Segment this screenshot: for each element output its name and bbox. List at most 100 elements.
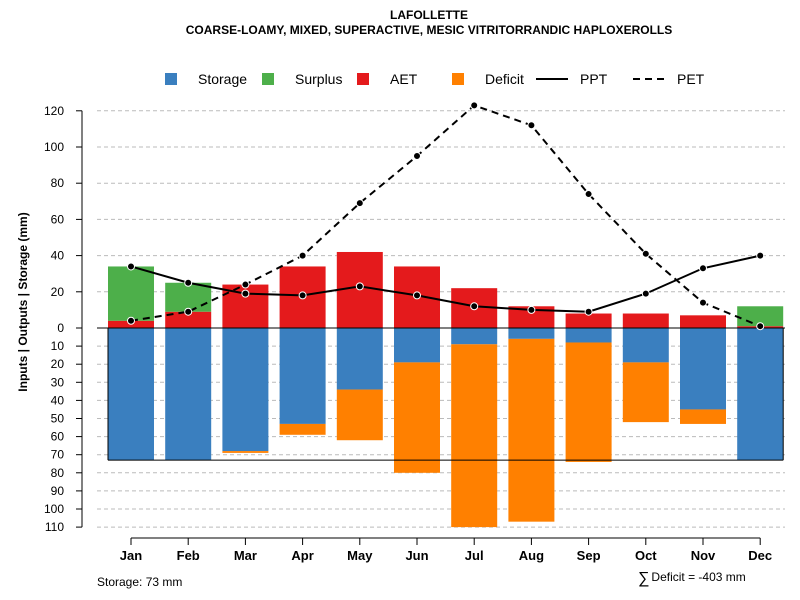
y-upper-20-label: 20: [51, 285, 65, 299]
x-label-feb: Feb: [177, 548, 200, 563]
storage-bar-sep: [565, 328, 612, 343]
pet-point-apr: [298, 251, 307, 260]
aet-bar-oct: [622, 313, 669, 328]
y-lower-30-label: 30: [51, 375, 65, 389]
pet-point-sep: [584, 190, 593, 199]
y-lower-70-label: 70: [51, 448, 65, 462]
sigma-icon: ∑: [638, 570, 650, 587]
ppt-point-oct: [641, 289, 650, 298]
ppt-point-jun: [413, 291, 421, 300]
ppt-point-aug: [527, 305, 536, 314]
storage-bar-jul: [451, 328, 498, 345]
deficit-bar-oct: [622, 362, 669, 423]
x-label-aug: Aug: [519, 548, 544, 563]
legend-deficit-label: Deficit: [485, 71, 524, 87]
y-upper-40-label: 40: [51, 249, 65, 263]
storage-bar-feb: [165, 328, 212, 461]
y-lower-60-label: 60: [51, 430, 65, 444]
x-label-jun: Jun: [405, 548, 428, 563]
y-lower-50-label: 50: [51, 412, 65, 426]
chart-title-block: LAFOLLETTE COARSE-LOAMY, MIXED, SUPERACT…: [0, 8, 800, 38]
legend-pet-label: PET: [677, 71, 705, 87]
pet-point-may: [355, 199, 364, 208]
legend: Storage Surplus AET Deficit PPT PET: [165, 71, 705, 87]
storage-bar-dec: [737, 328, 784, 461]
pet-point-oct: [641, 249, 650, 258]
storage-bar-may: [336, 328, 383, 390]
aet-bar-nov: [680, 315, 726, 328]
y-upper-100-label: 100: [44, 140, 64, 154]
legend-ppt-label: PPT: [580, 71, 608, 87]
deficit-note-text: Deficit = -403 mm: [651, 570, 746, 584]
pet-point-nov: [699, 298, 707, 307]
ppt-point-jul: [470, 302, 479, 311]
x-label-oct: Oct: [635, 548, 657, 563]
legend-storage-swatch: [165, 73, 177, 85]
pet-point-jun: [413, 152, 421, 161]
legend-surplus-swatch: [262, 73, 274, 85]
y-upper-0-label: 0: [57, 321, 64, 335]
y-lower-10-label: 10: [51, 339, 65, 353]
gridlines: [97, 110, 785, 528]
x-label-jan: Jan: [120, 548, 142, 563]
deficit-bar-aug: [508, 338, 555, 522]
storage-note: Storage: 73 mm: [97, 575, 183, 589]
aet-bar-feb: [165, 311, 212, 328]
surplus-bar-jan: [108, 266, 154, 321]
legend-aet-label: AET: [390, 71, 418, 87]
x-label-may: May: [347, 548, 373, 563]
ppt-point-feb: [184, 278, 193, 287]
deficit-bar-jun: [394, 362, 440, 473]
storage-bar-oct: [622, 328, 669, 363]
bars: [97, 251, 785, 528]
y-lower-100-label: 100: [44, 502, 64, 516]
legend-storage-label: Storage: [198, 71, 247, 87]
x-label-mar: Mar: [234, 548, 257, 563]
x-label-dec: Dec: [748, 548, 772, 563]
deficit-bar-sep: [565, 342, 612, 462]
deficit-bar-apr: [279, 423, 326, 435]
ppt-point-jan: [127, 262, 135, 271]
deficit-note: ∑ Deficit = -403 mm: [638, 570, 746, 588]
y-lower-20-label: 20: [51, 357, 65, 371]
aet-bar-sep: [565, 313, 612, 328]
x-label-sep: Sep: [577, 548, 601, 563]
y-upper-120-label: 120: [44, 104, 64, 118]
chart-subtitle: COARSE-LOAMY, MIXED, SUPERACTIVE, MESIC …: [185, 23, 673, 37]
deficit-bar-jul: [451, 344, 498, 528]
y-lower-90-label: 90: [51, 484, 65, 498]
pet-point-dec: [756, 322, 765, 331]
storage-bar-mar: [222, 328, 269, 452]
ppt-line: [130, 254, 761, 313]
y-upper-60-label: 60: [51, 212, 65, 226]
aet-bar-aug: [508, 306, 555, 328]
storage-bar-apr: [279, 328, 326, 424]
lines: [127, 101, 765, 331]
x-label-nov: Nov: [691, 548, 716, 563]
storage-bar-aug: [508, 328, 555, 339]
y-upper-80-label: 80: [51, 176, 65, 190]
ppt-point-mar: [241, 289, 250, 298]
deficit-bar-nov: [680, 409, 726, 424]
x-label-jul: Jul: [465, 548, 484, 563]
y-lower-110-label: 110: [45, 520, 64, 534]
ppt-point-dec: [756, 251, 765, 260]
pet-point-aug: [527, 121, 536, 130]
storage-bar-jan: [108, 328, 154, 461]
axes: 0 20 40 60 80 100 120 10 20 30 40 50 60 70 80 90 100 110 J…: [44, 104, 772, 563]
y-lower-40-label: 40: [51, 393, 65, 407]
pet-point-jul: [470, 101, 479, 110]
legend-deficit-swatch: [452, 73, 464, 85]
pet-point-feb: [184, 307, 193, 316]
ppt-point-nov: [699, 264, 707, 273]
storage-bar-jun: [394, 328, 440, 363]
pet-point-jan: [127, 316, 135, 325]
deficit-bar-may: [336, 389, 383, 441]
pet-point-mar: [241, 280, 250, 289]
storage-bar-nov: [680, 328, 726, 410]
x-label-apr: Apr: [291, 548, 313, 563]
legend-surplus-label: Surplus: [295, 71, 342, 87]
ppt-point-apr: [298, 291, 307, 300]
ppt-point-sep: [584, 307, 593, 316]
